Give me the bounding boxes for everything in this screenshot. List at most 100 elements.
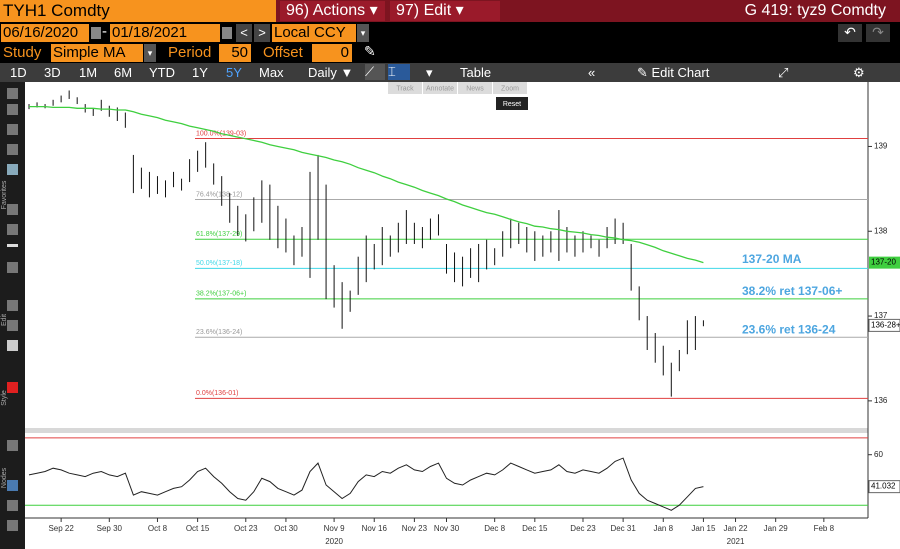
x-tick-label: Jan 8 (653, 524, 673, 533)
x-tick-label: Nov 30 (434, 524, 460, 533)
fib-label: 0.0%(136-01) (196, 390, 238, 397)
redo-button[interactable]: ↷ (866, 24, 890, 42)
period-button[interactable]: Max (259, 65, 284, 80)
period-label: Period (168, 44, 212, 61)
y-tick-label: 60 (874, 450, 883, 459)
offset-label: Offset (263, 44, 303, 61)
reset-button[interactable] (496, 97, 528, 110)
period-field[interactable]: 50 (219, 44, 251, 62)
dropdown[interactable]: ▾ (144, 44, 156, 62)
rsi-tag (868, 480, 900, 494)
collapse-button[interactable]: « (588, 65, 596, 80)
settings-icon[interactable]: ⚙ (853, 65, 865, 80)
toolbar: Daily ▼ ⟋ ⌶ ▾ Table « ✎ Edit Chart ⤢ ⚙ 1… (0, 63, 900, 82)
actions-text: 96) Actions (286, 2, 366, 19)
x-tick-label: Oct 30 (274, 524, 298, 533)
side-label: Nodes (1, 467, 8, 488)
table-button[interactable]: Table (460, 65, 492, 80)
period-button[interactable]: 1Y (192, 65, 208, 80)
x-tick-label: Nov 9 (324, 524, 345, 533)
x-tick-label: Feb 8 (814, 524, 835, 533)
side-toolbar (0, 82, 25, 549)
x-tick-label: Sep 22 (48, 524, 74, 533)
start-date[interactable]: 06/16/2020 (1, 24, 89, 42)
calendar-icon[interactable] (222, 27, 232, 39)
year-label: 2020 (325, 537, 343, 546)
x-tick-label: Sep 30 (97, 524, 123, 533)
tool-label: News (466, 85, 484, 92)
edit-menu[interactable]: 97) Edit ▾ (390, 1, 500, 21)
edit-chart-text: Edit Chart (651, 65, 710, 80)
dropdown[interactable]: ▾ (357, 24, 369, 42)
draw-icon[interactable]: ⤢ (778, 65, 789, 80)
bar-icon[interactable]: ⌶ (388, 64, 410, 80)
tool-button[interactable] (423, 82, 457, 94)
moving-average (29, 105, 704, 264)
ma-note: 137-20 MA (742, 252, 802, 266)
period-button[interactable]: 6M (114, 65, 133, 80)
x-tick-label: Dec 8 (484, 524, 505, 533)
y-tick-label: 137 (874, 311, 888, 320)
study-label: Study (3, 44, 42, 61)
tool-button[interactable] (388, 82, 422, 94)
tool-label: Track (396, 85, 414, 92)
ma-tag (869, 256, 900, 269)
x-tick-label: Jan 15 (691, 524, 716, 533)
rsi-line (28, 457, 704, 511)
security-field[interactable]: TYH1 Comdty (0, 0, 276, 22)
period-button[interactable]: 1D (10, 65, 27, 80)
fib-note: 38.2% ret 137-06+ (742, 284, 842, 298)
header-bar: TYH1 Comdty 96) Actions ▾ 97) Edit ▾ G 4… (0, 0, 900, 22)
actions-menu[interactable]: 96) Actions ▾ (280, 1, 385, 21)
side-label: Style (1, 390, 8, 406)
undo-button[interactable]: ↶ (838, 24, 862, 42)
dash: - (102, 23, 107, 40)
currency-field[interactable]: Local CCY (272, 24, 356, 42)
fib-label: 61.8%(137-29) (196, 231, 242, 238)
fib-label: 50.0%(137-18) (196, 260, 242, 267)
x-tick-label: Jan 22 (724, 524, 749, 533)
frequency-text: Daily (308, 65, 337, 80)
period-button[interactable]: YTD (149, 65, 175, 80)
line-icon[interactable]: ⟋ (365, 64, 385, 80)
fib-label: 76.4%(138-12) (196, 191, 242, 198)
tool-button[interactable] (493, 82, 527, 94)
pencil-icon[interactable]: ✎ (364, 43, 376, 59)
x-tick-label: Oct 23 (234, 524, 258, 533)
side-icons (7, 88, 18, 531)
study-field[interactable]: Simple MA (51, 44, 143, 62)
price-tag (868, 318, 900, 332)
next-button[interactable]: > (254, 24, 270, 42)
panel-divider (25, 428, 868, 433)
period-button[interactable]: 5Y (226, 65, 242, 80)
reset-label: Reset (503, 101, 521, 108)
rsi-tag-label: 41.032 (871, 482, 896, 491)
end-date[interactable]: 01/18/2021 (110, 24, 220, 42)
edit-chart-button[interactable]: ✎ Edit Chart (637, 65, 710, 80)
dropdown[interactable]: ▾ (426, 65, 433, 80)
price-tag-label: 136-28+ (871, 320, 900, 329)
fib-note: 23.6% ret 136-24 (742, 322, 836, 336)
side-label: Edit (1, 314, 8, 326)
period-button[interactable]: 3D (44, 65, 61, 80)
tool-button[interactable] (458, 82, 492, 94)
x-tick-label: Nov 16 (362, 524, 388, 533)
y-tick-label: 136 (874, 396, 888, 405)
prev-button[interactable]: < (236, 24, 252, 42)
chart: Track Annotate News Zoom Reset Favorites Edit S… (0, 82, 900, 549)
y-tick-label: 139 (874, 142, 888, 151)
range-bar: 06/16/2020 - 01/18/2021 < > Local CCY ▾ … (0, 23, 900, 43)
x-tick-label: Jan 29 (764, 524, 789, 533)
x-tick-label: Oct 8 (148, 524, 168, 533)
calendar-icon[interactable] (91, 27, 101, 39)
x-tick-label: Dec 23 (570, 524, 596, 533)
study-bar: Study Simple MA ▾ Period 50 Offset 0 ✎ (0, 43, 900, 63)
side-label: Favorites (1, 180, 8, 209)
offset-field[interactable]: 0 (312, 44, 352, 62)
frequency[interactable]: Daily ▼ (308, 65, 354, 80)
x-tick-label: Dec 15 (522, 524, 548, 533)
period-button[interactable]: 1M (79, 65, 98, 80)
tool-label: Zoom (501, 85, 519, 92)
fib-label: 38.2%(137-06+) (196, 291, 246, 298)
